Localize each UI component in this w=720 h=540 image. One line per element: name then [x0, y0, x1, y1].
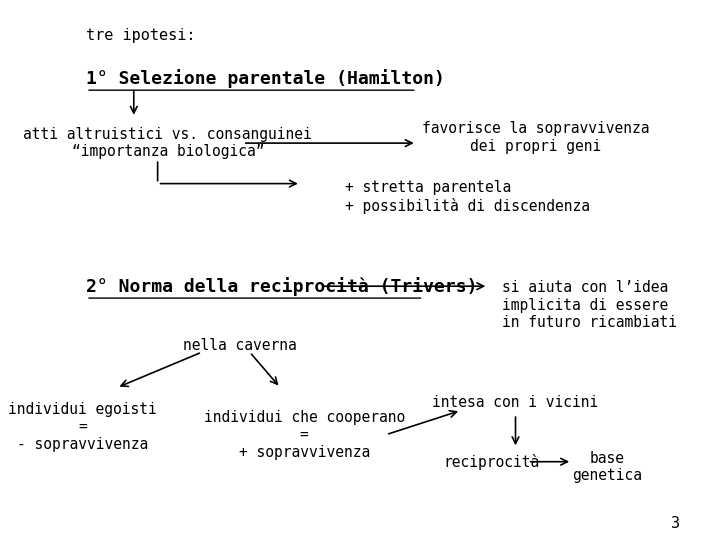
Text: 2° Norma della reciprocità (Trivers): 2° Norma della reciprocità (Trivers): [86, 276, 477, 296]
Text: atti altruistici vs. consanguinei
“importanza biologica”: atti altruistici vs. consanguinei “impor…: [24, 127, 312, 159]
Text: 1° Selezione parentale (Hamilton): 1° Selezione parentale (Hamilton): [86, 69, 445, 88]
Text: + stretta parentela
+ possibilità di discendenza: + stretta parentela + possibilità di dis…: [345, 180, 590, 214]
Text: individui che cooperano
=
+ sopravvivenza: individui che cooperano = + sopravvivenz…: [204, 410, 405, 460]
Text: tre ipotesi:: tre ipotesi:: [86, 28, 196, 43]
Text: favorisce la sopravvivenza
dei propri geni: favorisce la sopravvivenza dei propri ge…: [422, 122, 649, 154]
Text: 3: 3: [671, 516, 680, 531]
Text: base
genetica: base genetica: [572, 451, 642, 483]
Text: individui egoisti
=
- sopravvivenza: individui egoisti = - sopravvivenza: [9, 402, 157, 451]
Text: nella caverna: nella caverna: [183, 338, 297, 353]
Text: intesa con i vicini: intesa con i vicini: [433, 395, 598, 410]
Text: si aiuta con l’idea
implicita di essere
in futuro ricambiati: si aiuta con l’idea implicita di essere …: [502, 280, 677, 330]
Text: reciprocità: reciprocità: [444, 454, 540, 470]
